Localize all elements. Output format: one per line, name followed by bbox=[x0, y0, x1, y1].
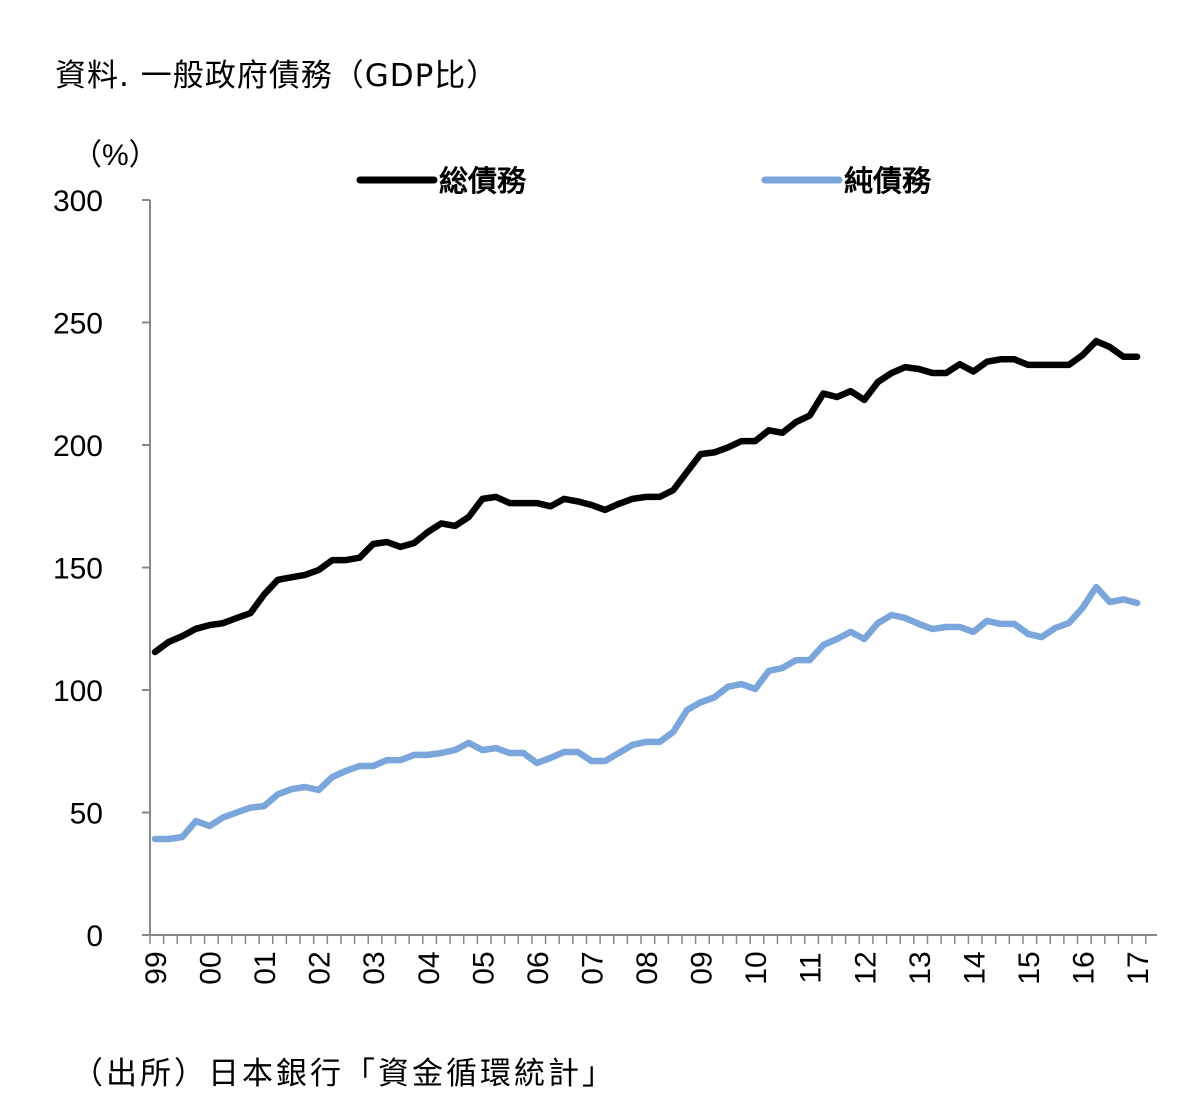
legend-label-2: 純債務 bbox=[844, 164, 932, 198]
x-tick-label: 99 bbox=[140, 951, 173, 984]
x-tick-label: 17 bbox=[1122, 951, 1155, 984]
x-tick-label: 03 bbox=[358, 951, 391, 984]
y-tick-label: 50 bbox=[70, 798, 103, 831]
x-tick-label: 09 bbox=[686, 951, 719, 984]
x-tick-label: 04 bbox=[413, 951, 446, 984]
x-tick-label: 14 bbox=[958, 951, 991, 984]
series-line-1 bbox=[151, 337, 1141, 656]
x-tick-labels: 99 00 01 02 03 04 05 06 07 08 09 10 11 12 13 14 15 16 17 bbox=[140, 951, 1155, 984]
series-lines bbox=[151, 337, 1141, 843]
x-tick-label: 10 bbox=[740, 951, 773, 984]
axes bbox=[142, 199, 1157, 944]
source-note: （出所）日本銀行「資金循環統計」 bbox=[72, 1056, 616, 1092]
y-tick-label: 200 bbox=[53, 430, 103, 463]
legend-label-1: 総債務 bbox=[439, 164, 527, 198]
x-tick-label: 01 bbox=[249, 951, 282, 984]
chart-title: 資料. 一般政府債務（GDP比） bbox=[55, 58, 499, 94]
y-axis-unit-label: （%） bbox=[72, 139, 159, 172]
series-line-2 bbox=[151, 583, 1141, 843]
x-tick-label: 13 bbox=[904, 951, 937, 984]
y-tick-label: 250 bbox=[53, 308, 103, 341]
x-tick-label: 08 bbox=[631, 951, 664, 984]
y-tick-label: 150 bbox=[53, 553, 103, 586]
y-tick-label: 0 bbox=[86, 920, 103, 953]
y-tick-label: 300 bbox=[53, 185, 103, 218]
x-tick-label: 12 bbox=[849, 951, 882, 984]
x-tick-label: 02 bbox=[304, 951, 337, 984]
x-tick-label: 05 bbox=[467, 951, 500, 984]
y-tick-labels: 0 50 100 150 200 250 300 bbox=[53, 185, 103, 953]
x-tick-label: 06 bbox=[522, 951, 555, 984]
y-tick-label: 100 bbox=[53, 675, 103, 708]
x-tick-label: 00 bbox=[195, 951, 228, 984]
x-tick-label: 11 bbox=[795, 952, 828, 983]
x-tick-label: 07 bbox=[576, 951, 609, 984]
legend: 総債務 純債務 bbox=[356, 164, 932, 198]
x-tick-label: 15 bbox=[1013, 951, 1046, 984]
x-tick-label: 16 bbox=[1068, 951, 1101, 984]
